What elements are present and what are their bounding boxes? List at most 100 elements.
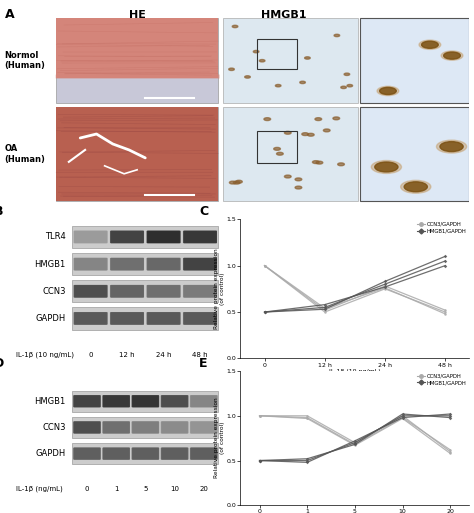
Circle shape bbox=[380, 87, 396, 94]
FancyBboxPatch shape bbox=[132, 422, 159, 433]
Circle shape bbox=[404, 182, 428, 192]
FancyBboxPatch shape bbox=[74, 448, 101, 460]
Circle shape bbox=[444, 52, 460, 59]
FancyBboxPatch shape bbox=[102, 448, 129, 460]
Bar bbox=[360, 107, 469, 201]
Circle shape bbox=[302, 133, 309, 135]
Bar bbox=[72, 390, 218, 412]
Circle shape bbox=[229, 181, 236, 184]
FancyBboxPatch shape bbox=[147, 258, 181, 270]
FancyBboxPatch shape bbox=[73, 285, 107, 298]
Circle shape bbox=[375, 162, 398, 172]
FancyBboxPatch shape bbox=[73, 448, 100, 460]
Bar bbox=[223, 17, 358, 103]
Circle shape bbox=[264, 117, 271, 121]
Circle shape bbox=[419, 40, 441, 49]
FancyBboxPatch shape bbox=[102, 395, 129, 407]
Bar bbox=[257, 39, 297, 69]
Bar bbox=[72, 417, 218, 438]
Text: 0: 0 bbox=[85, 486, 89, 492]
Text: CCN3: CCN3 bbox=[42, 287, 66, 296]
Bar bbox=[223, 107, 358, 201]
Circle shape bbox=[305, 57, 310, 59]
Bar bbox=[56, 107, 219, 201]
FancyBboxPatch shape bbox=[191, 447, 218, 460]
Circle shape bbox=[377, 86, 399, 95]
Bar bbox=[56, 17, 219, 103]
Bar bbox=[72, 280, 218, 302]
Text: 10: 10 bbox=[170, 486, 179, 492]
FancyBboxPatch shape bbox=[110, 285, 143, 298]
Circle shape bbox=[284, 175, 291, 178]
Circle shape bbox=[300, 81, 305, 84]
Bar bbox=[56, 107, 219, 201]
Circle shape bbox=[333, 117, 340, 120]
FancyBboxPatch shape bbox=[74, 258, 108, 270]
FancyBboxPatch shape bbox=[183, 312, 217, 325]
FancyBboxPatch shape bbox=[73, 231, 107, 243]
FancyBboxPatch shape bbox=[183, 258, 217, 270]
FancyBboxPatch shape bbox=[132, 395, 159, 407]
FancyBboxPatch shape bbox=[103, 396, 130, 407]
Text: 1: 1 bbox=[114, 486, 118, 492]
FancyBboxPatch shape bbox=[132, 448, 159, 460]
FancyBboxPatch shape bbox=[74, 231, 108, 243]
Text: 24 h: 24 h bbox=[156, 352, 171, 358]
FancyBboxPatch shape bbox=[74, 312, 108, 324]
Text: GAPDH: GAPDH bbox=[36, 314, 66, 323]
Circle shape bbox=[371, 161, 401, 173]
FancyBboxPatch shape bbox=[191, 395, 218, 407]
FancyBboxPatch shape bbox=[147, 312, 181, 325]
FancyBboxPatch shape bbox=[191, 421, 218, 433]
FancyBboxPatch shape bbox=[132, 396, 159, 407]
Circle shape bbox=[344, 73, 350, 75]
Text: HMGB1: HMGB1 bbox=[261, 10, 306, 19]
FancyBboxPatch shape bbox=[73, 258, 107, 270]
FancyBboxPatch shape bbox=[183, 258, 217, 270]
FancyBboxPatch shape bbox=[103, 448, 130, 460]
Text: C: C bbox=[199, 205, 209, 218]
FancyBboxPatch shape bbox=[190, 395, 217, 407]
FancyBboxPatch shape bbox=[161, 396, 188, 407]
Circle shape bbox=[316, 161, 323, 164]
FancyBboxPatch shape bbox=[103, 447, 130, 460]
Text: E: E bbox=[199, 357, 208, 370]
FancyBboxPatch shape bbox=[161, 448, 188, 460]
FancyBboxPatch shape bbox=[74, 395, 101, 407]
FancyBboxPatch shape bbox=[161, 422, 188, 433]
Circle shape bbox=[253, 50, 259, 53]
FancyBboxPatch shape bbox=[102, 422, 129, 433]
Text: HE: HE bbox=[128, 10, 146, 19]
FancyBboxPatch shape bbox=[74, 447, 101, 460]
Text: TLR4: TLR4 bbox=[45, 232, 66, 242]
FancyBboxPatch shape bbox=[103, 421, 130, 433]
FancyBboxPatch shape bbox=[131, 395, 158, 407]
Circle shape bbox=[295, 178, 302, 181]
FancyBboxPatch shape bbox=[183, 285, 217, 297]
FancyBboxPatch shape bbox=[73, 395, 100, 407]
FancyBboxPatch shape bbox=[110, 231, 144, 243]
Text: IL-1β (10 ng/mL): IL-1β (10 ng/mL) bbox=[16, 352, 73, 358]
Circle shape bbox=[259, 60, 265, 62]
FancyBboxPatch shape bbox=[147, 285, 181, 297]
FancyBboxPatch shape bbox=[110, 258, 143, 270]
Text: 5: 5 bbox=[143, 486, 147, 492]
FancyBboxPatch shape bbox=[183, 230, 217, 243]
Text: B: B bbox=[0, 205, 3, 218]
Text: 0: 0 bbox=[88, 352, 93, 358]
FancyBboxPatch shape bbox=[146, 285, 180, 298]
Circle shape bbox=[323, 129, 330, 132]
Bar bbox=[360, 17, 469, 103]
Text: 48 h: 48 h bbox=[192, 352, 208, 358]
Bar bbox=[72, 226, 218, 248]
X-axis label: IL-1β (10 ng/mL): IL-1β (10 ng/mL) bbox=[329, 369, 381, 374]
Circle shape bbox=[312, 161, 319, 164]
FancyBboxPatch shape bbox=[183, 231, 216, 243]
FancyBboxPatch shape bbox=[110, 258, 144, 270]
Circle shape bbox=[233, 181, 240, 184]
FancyBboxPatch shape bbox=[74, 422, 101, 433]
FancyBboxPatch shape bbox=[147, 312, 181, 324]
FancyBboxPatch shape bbox=[183, 312, 216, 325]
Bar bbox=[72, 307, 218, 329]
FancyBboxPatch shape bbox=[131, 448, 158, 460]
